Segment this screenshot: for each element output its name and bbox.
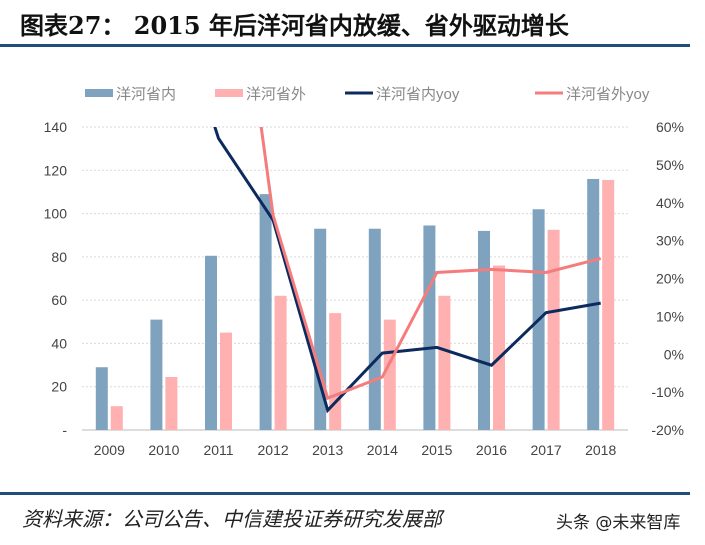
x-tick-label: 2017 xyxy=(531,442,562,458)
bar-outside-2011 xyxy=(220,332,232,430)
legend-label: 洋河省外yoy xyxy=(566,86,650,103)
bar-outside-2013 xyxy=(329,313,342,430)
right-tick-label: 0% xyxy=(664,346,684,362)
left-tick-label: 80 xyxy=(51,249,67,265)
bar-outside-2016 xyxy=(493,265,505,430)
x-tick-label: 2009 xyxy=(94,442,125,458)
right-tick-label: 10% xyxy=(656,308,684,324)
legend-swatch xyxy=(215,89,243,97)
x-tick-label: 2013 xyxy=(312,442,343,458)
right-tick-label: 60% xyxy=(656,119,684,135)
legend-swatch xyxy=(85,89,113,97)
footer-divider xyxy=(0,492,690,495)
x-tick-label: 2012 xyxy=(258,442,289,458)
bar-outside-2010 xyxy=(165,376,178,430)
legend-label: 洋河省外 xyxy=(246,86,306,103)
left-tick-label: 60 xyxy=(51,292,67,308)
bar-outside-2015 xyxy=(438,295,451,430)
left-tick-label: 140 xyxy=(44,119,68,135)
legend-label: 洋河省内 xyxy=(116,86,176,103)
bar-inside-2012 xyxy=(259,194,272,430)
line-inside-yoy xyxy=(213,127,601,414)
source-note: 资料来源：公司公告、中信建投证券研究发展部 xyxy=(22,507,442,531)
left-tick-label: - xyxy=(62,422,67,438)
right-tick-label: -10% xyxy=(651,384,684,400)
bar-inside-2009 xyxy=(95,367,108,430)
bar-inside-2014 xyxy=(368,228,381,430)
right-tick-label: 20% xyxy=(656,271,684,287)
bar-outside-2009 xyxy=(110,406,123,430)
right-tick-label: 50% xyxy=(656,157,684,173)
bar-outside-2012 xyxy=(274,295,287,430)
x-tick-label: 2014 xyxy=(367,442,398,458)
line-outside-yoy xyxy=(259,127,602,401)
left-tick-label: 20 xyxy=(51,379,67,395)
bar-outside-2018 xyxy=(602,180,615,430)
bar-inside-2010 xyxy=(150,319,163,430)
left-tick-label: 120 xyxy=(44,162,68,178)
x-tick-label: 2015 xyxy=(421,442,452,458)
x-tick-label: 2018 xyxy=(585,442,616,458)
bar-inside-2011 xyxy=(205,255,217,430)
watermark: 头条 @未来智库 xyxy=(556,513,681,533)
left-tick-label: 40 xyxy=(51,335,67,351)
right-tick-label: -20% xyxy=(651,422,684,438)
chart: - 20 40 60 80 100 120 140 -20% -10% 0% 10% 20% 30% 40%… xyxy=(44,86,684,458)
chart-title: 图表27： 2015 年后洋河省内放缓、省外驱动增长 xyxy=(20,11,569,40)
bar-outside-2017 xyxy=(547,229,560,430)
x-tick-label: 2011 xyxy=(203,442,233,458)
right-tick-label: 30% xyxy=(656,233,684,249)
legend-label: 洋河省内yoy xyxy=(376,86,460,103)
left-tick-label: 100 xyxy=(44,206,68,222)
bar-outside-2014 xyxy=(383,319,396,430)
title-divider xyxy=(0,44,690,47)
bar-inside-2016 xyxy=(478,230,490,430)
right-tick-label: 40% xyxy=(656,195,684,211)
x-tick-label: 2016 xyxy=(476,442,507,458)
bar-inside-2015 xyxy=(423,225,436,430)
x-tick-label: 2010 xyxy=(148,442,179,458)
